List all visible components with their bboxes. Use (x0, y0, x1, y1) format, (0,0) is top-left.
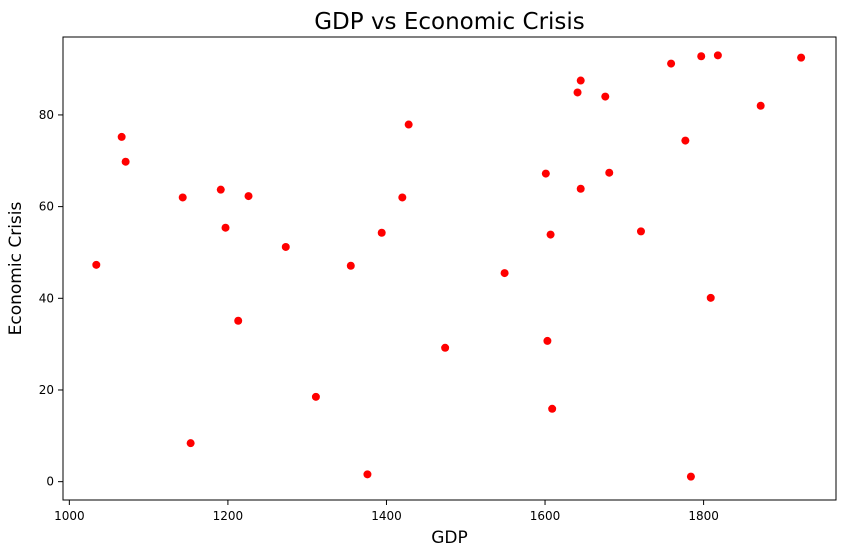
data-point (667, 59, 676, 68)
y-tick-label: 80 (39, 108, 54, 122)
data-point (601, 92, 610, 101)
data-points (92, 51, 806, 481)
data-point (697, 52, 706, 61)
y-axis-ticks: 0 20 40 60 80 (39, 108, 63, 489)
data-point (756, 101, 765, 110)
data-point (244, 192, 253, 201)
data-point (186, 439, 195, 448)
chart-title: GDP vs Economic Crisis (314, 9, 585, 35)
data-point (576, 76, 585, 85)
data-point (605, 168, 614, 177)
data-point (92, 260, 101, 269)
data-point (500, 269, 509, 278)
data-point (281, 242, 290, 251)
data-point (234, 316, 243, 325)
plot-frame (62, 36, 837, 501)
data-point (541, 169, 550, 178)
data-point (398, 193, 407, 202)
y-tick-label: 20 (39, 383, 54, 397)
data-point (221, 223, 230, 232)
data-point (377, 228, 386, 237)
data-point (706, 293, 715, 302)
x-tick-label: 1600 (530, 509, 561, 523)
data-point (178, 193, 187, 202)
y-tick-label: 0 (46, 475, 54, 489)
data-point (797, 53, 806, 62)
plot-area: 1000 1200 1400 1600 1800 0 20 40 60 80 (39, 36, 837, 523)
y-tick-label: 40 (39, 291, 54, 305)
data-point (363, 470, 372, 479)
data-point (576, 184, 585, 193)
x-axis-ticks: 1000 1200 1400 1600 1800 (54, 500, 719, 523)
data-point (216, 185, 225, 194)
x-tick-label: 1200 (213, 509, 244, 523)
data-point (117, 132, 126, 141)
data-point (543, 336, 552, 345)
data-point (441, 343, 450, 352)
data-point (311, 392, 320, 401)
x-axis-label: GDP (431, 528, 468, 548)
x-tick-label: 1000 (54, 509, 85, 523)
data-point (713, 51, 722, 60)
y-axis-label: Economic Crisis (6, 201, 26, 335)
data-point (548, 404, 557, 413)
data-point (573, 88, 582, 97)
data-point (346, 261, 355, 270)
data-point (636, 227, 645, 236)
y-tick-label: 60 (39, 200, 54, 214)
data-point (404, 120, 413, 129)
data-point (121, 157, 130, 166)
x-tick-label: 1800 (688, 509, 719, 523)
data-point (546, 230, 555, 239)
x-tick-label: 1400 (371, 509, 402, 523)
data-point (686, 472, 695, 481)
data-point (681, 136, 690, 145)
